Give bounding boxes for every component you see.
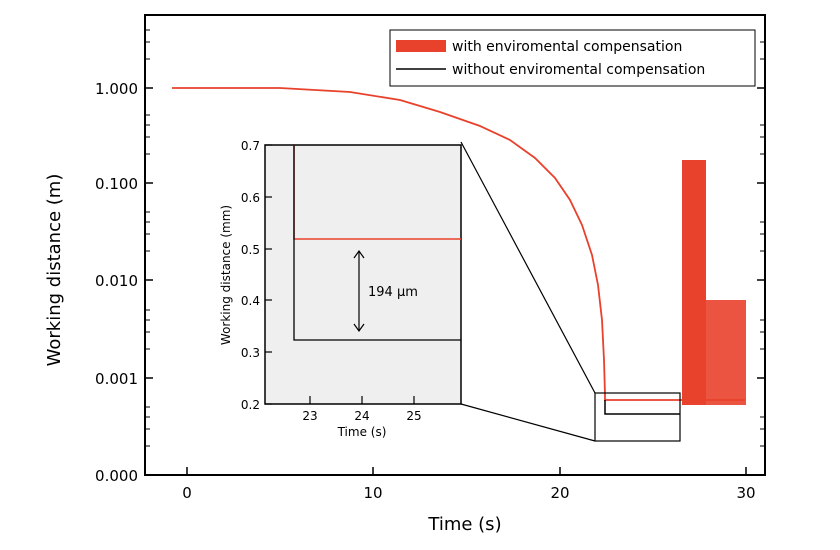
legend-label-with: with enviromental compensation (452, 39, 682, 55)
inset-x-tick-label: 23 (302, 409, 317, 423)
main-y-tick-labels: 1.000 0.100 0.010 0.001 0.000 (95, 80, 138, 485)
y-tick-label: 0.000 (95, 467, 138, 485)
main-x-ticks (186, 467, 747, 475)
inset-plot-area (264, 144, 462, 405)
main-y-axis-label: Working distance (m) (44, 174, 65, 367)
legend-box (389, 29, 756, 87)
inset-x-ticks (309, 396, 415, 404)
inset-y-tick-label: 0.4 (241, 294, 260, 308)
x-tick-label: 30 (736, 484, 755, 502)
inset-y-tick-label: 0.2 (241, 398, 260, 412)
inset-y-tick-label: 0.5 (241, 243, 260, 257)
x-tick-label: 0 (182, 484, 192, 502)
legend-label-without: without enviromental compensation (452, 62, 705, 78)
inset-x-tick-labels: 23 24 25 (302, 409, 421, 423)
inset-y-ticks (265, 144, 272, 405)
y-tick-label: 0.010 (95, 272, 138, 290)
inset-plot: 0.7 0.6 0.5 0.4 0.3 0.2 23 24 25 Time (s… (219, 139, 462, 439)
red-marker-band (682, 160, 706, 405)
inset-y-tick-label: 0.7 (241, 139, 260, 153)
series-with-compensation (172, 87, 745, 401)
zoom-connector-top (460, 141, 596, 394)
inset-x-tick-label: 25 (406, 409, 421, 423)
main-x-tick-labels: 0 10 20 30 (182, 484, 755, 502)
inset-y-tick-label: 0.3 (241, 346, 260, 360)
gap-annotation: 194 µm (368, 285, 418, 300)
zoom-connector-bottom (460, 403, 596, 442)
main-y-minor-ticks (145, 29, 765, 447)
inset-series-without-compensation (293, 145, 461, 341)
y-tick-label: 0.100 (95, 175, 138, 193)
zoom-box (594, 392, 681, 442)
series-without-compensation (604, 400, 680, 415)
inset-y-axis-label: Working distance (mm) (219, 205, 233, 345)
x-tick-label: 20 (550, 484, 569, 502)
inset-x-tick-label: 24 (354, 409, 369, 423)
double-arrow-icon (353, 249, 365, 333)
red-marker-band-lower (706, 300, 746, 405)
inset-x-axis-label: Time (s) (337, 425, 387, 439)
x-tick-label: 10 (363, 484, 382, 502)
legend: with enviromental compensation without e… (389, 29, 756, 87)
inset-y-tick-label: 0.6 (241, 191, 260, 205)
main-y-ticks (145, 87, 765, 379)
main-x-axis-label: Time (s) (427, 514, 501, 535)
y-tick-label: 1.000 (95, 80, 138, 98)
y-tick-label: 0.001 (95, 370, 138, 388)
legend-swatch-red (396, 40, 446, 52)
inset-y-tick-labels: 0.7 0.6 0.5 0.4 0.3 0.2 (241, 139, 260, 412)
